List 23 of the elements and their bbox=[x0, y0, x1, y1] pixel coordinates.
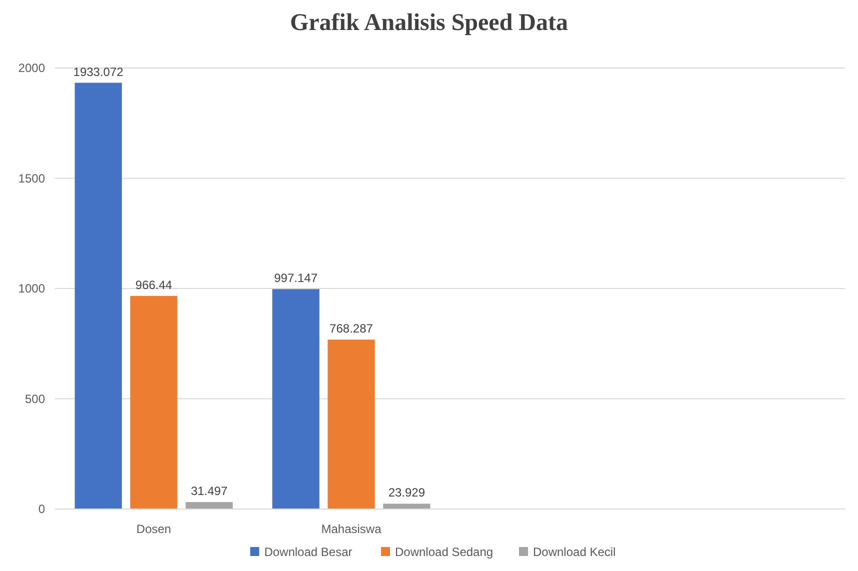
data-label: 997.147 bbox=[274, 271, 318, 286]
bar bbox=[74, 82, 122, 509]
bar bbox=[328, 340, 375, 509]
x-tick-label: Mahasiswa bbox=[321, 522, 382, 536]
y-tick-label: 0 bbox=[38, 502, 46, 516]
data-label: 768.287 bbox=[330, 322, 374, 336]
y-tick-label: 500 bbox=[24, 392, 46, 406]
legend-label: Download Sedang bbox=[395, 545, 494, 559]
legend-label: Download Besar bbox=[264, 545, 352, 559]
bar bbox=[186, 502, 233, 509]
x-tick-label: Dosen bbox=[136, 522, 172, 536]
y-tick-label: 1500 bbox=[18, 171, 46, 186]
data-label: 966.44 bbox=[135, 278, 172, 292]
y-tick-label: 1000 bbox=[18, 282, 46, 296]
bar bbox=[130, 296, 178, 509]
y-tick-label: 2000 bbox=[18, 61, 46, 75]
chart-title: Grafik Analisis Speed Data bbox=[290, 10, 568, 36]
data-label: 23.929 bbox=[388, 486, 426, 500]
data-label: 1933.072 bbox=[73, 64, 124, 79]
legend-label: Download Kecil bbox=[533, 545, 616, 559]
bar bbox=[383, 504, 430, 509]
data-label: 31.497 bbox=[190, 484, 228, 498]
bar bbox=[272, 289, 320, 509]
